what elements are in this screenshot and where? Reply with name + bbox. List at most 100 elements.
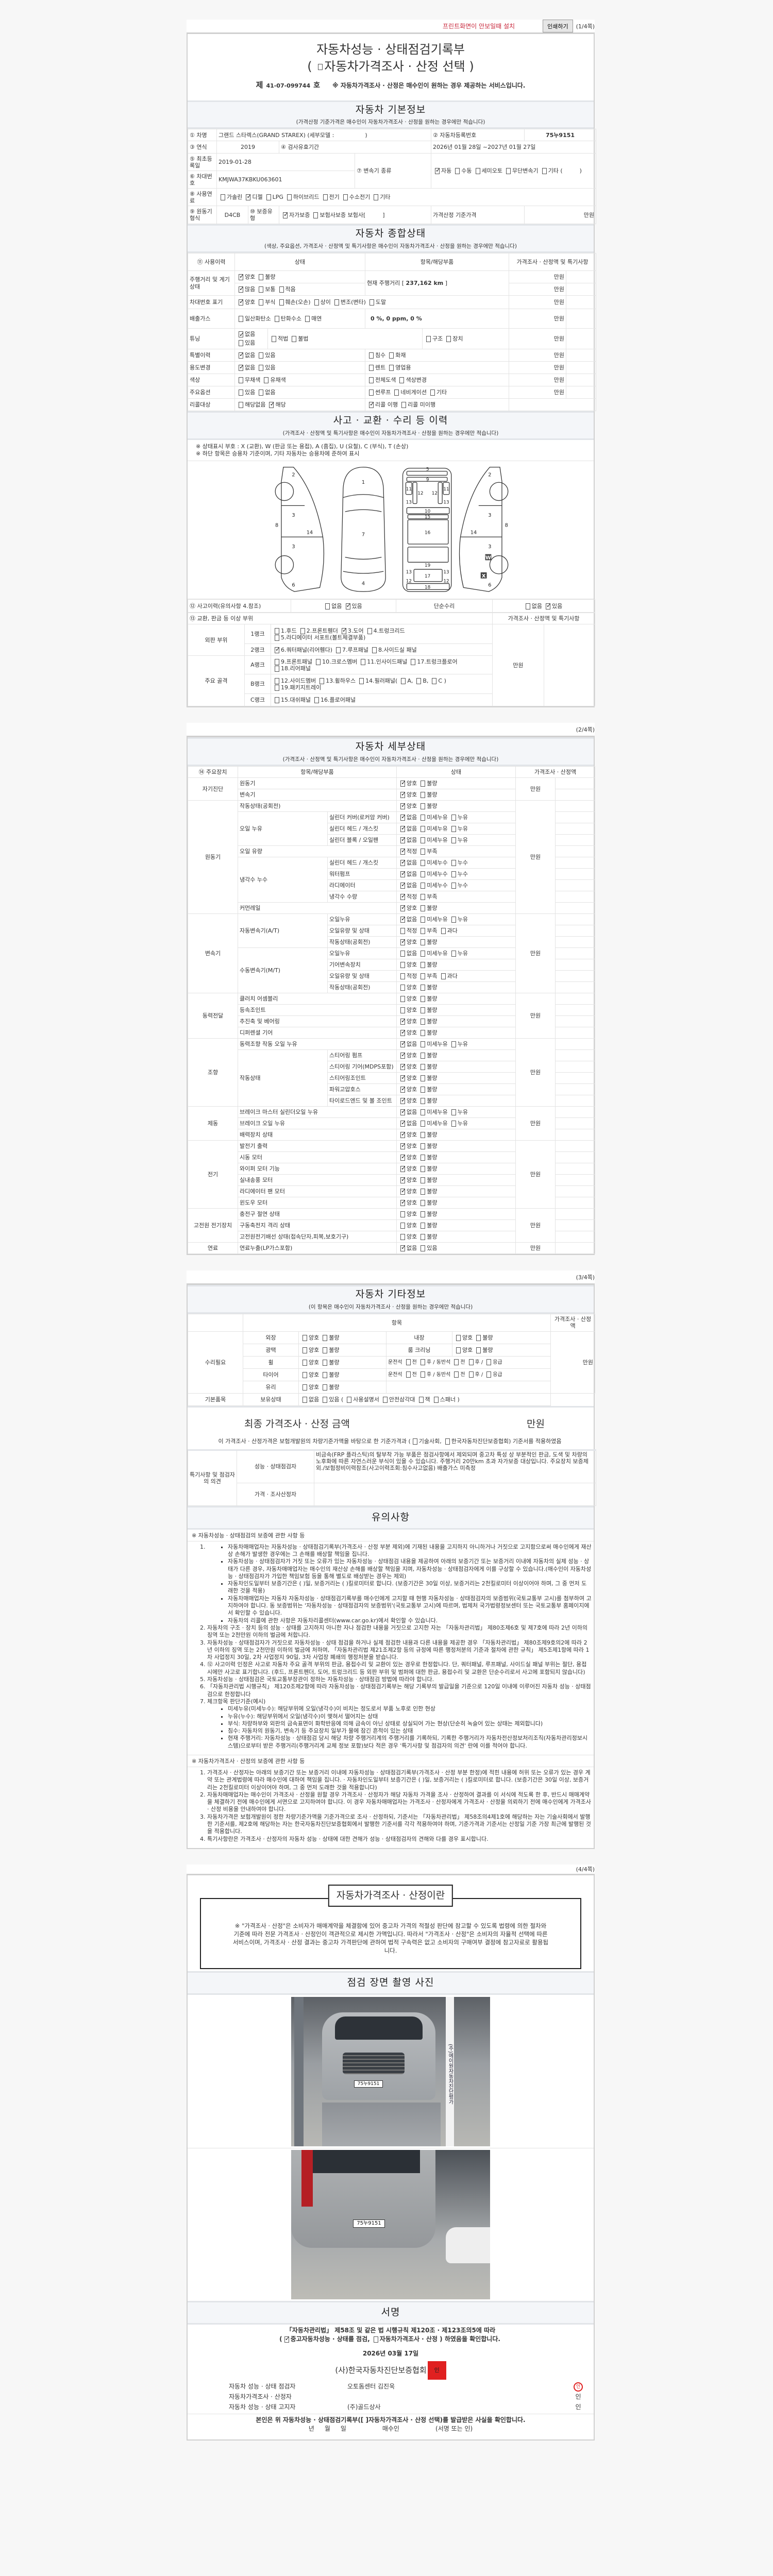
checkbox[interactable] <box>323 1334 328 1341</box>
checkbox[interactable] <box>451 837 456 844</box>
checkbox[interactable] <box>303 1359 307 1366</box>
checkbox[interactable] <box>323 1359 328 1366</box>
checkbox[interactable] <box>421 1064 426 1071</box>
appraisal-select-checkbox[interactable] <box>318 63 323 70</box>
checkbox[interactable] <box>421 1132 426 1139</box>
checkbox[interactable] <box>451 826 456 833</box>
checkbox[interactable] <box>400 1198 406 1207</box>
checkbox[interactable] <box>451 871 456 878</box>
checkbox[interactable] <box>400 779 406 787</box>
checkbox[interactable] <box>400 1244 406 1252</box>
checkbox[interactable] <box>421 1121 426 1127</box>
checkbox[interactable] <box>373 2336 378 2343</box>
checkbox[interactable] <box>389 352 394 359</box>
checkbox[interactable] <box>400 847 406 855</box>
checkbox[interactable] <box>421 1041 426 1048</box>
checkbox[interactable] <box>411 658 416 665</box>
checkbox[interactable] <box>323 1347 328 1353</box>
checkbox[interactable] <box>435 166 441 175</box>
checkbox[interactable] <box>421 849 426 855</box>
checkbox[interactable] <box>239 298 244 306</box>
checkbox[interactable] <box>400 996 405 1003</box>
checkbox[interactable] <box>292 336 297 342</box>
checkbox[interactable] <box>525 603 530 609</box>
checkbox[interactable] <box>259 352 264 359</box>
checkbox[interactable] <box>303 1396 307 1403</box>
checkbox[interactable] <box>400 1096 406 1105</box>
checkbox[interactable] <box>279 286 284 293</box>
checkbox[interactable] <box>486 1359 492 1365</box>
checkbox[interactable] <box>239 340 243 346</box>
checkbox[interactable] <box>239 389 243 396</box>
checkbox[interactable] <box>455 168 460 175</box>
checkbox[interactable] <box>400 1074 406 1082</box>
checkbox[interactable] <box>239 402 243 408</box>
checkbox[interactable] <box>451 860 456 867</box>
checkbox[interactable] <box>400 915 406 923</box>
checkbox[interactable] <box>445 1438 450 1445</box>
checkbox[interactable] <box>400 1051 406 1059</box>
checkbox[interactable] <box>486 1371 492 1378</box>
checkbox[interactable] <box>421 1223 426 1229</box>
checkbox[interactable] <box>283 211 289 218</box>
checkbox[interactable] <box>400 1142 406 1150</box>
checkbox[interactable] <box>421 1075 426 1082</box>
checkbox[interactable] <box>325 603 330 609</box>
checkbox[interactable] <box>347 1396 352 1403</box>
checkbox[interactable] <box>279 299 284 306</box>
checkbox[interactable] <box>314 299 319 306</box>
checkbox[interactable] <box>320 677 325 684</box>
checkbox[interactable] <box>369 389 374 396</box>
checkbox[interactable] <box>430 389 435 396</box>
checkbox[interactable] <box>343 194 348 201</box>
checkbox[interactable] <box>421 803 426 810</box>
checkbox[interactable] <box>446 336 451 342</box>
checkbox[interactable] <box>239 316 243 322</box>
checkbox[interactable] <box>421 1109 426 1116</box>
checkbox[interactable] <box>400 1119 406 1127</box>
checkbox[interactable] <box>476 1334 481 1341</box>
checkbox[interactable] <box>475 168 480 175</box>
checkbox[interactable] <box>441 973 446 980</box>
checkbox[interactable] <box>454 1371 459 1378</box>
checkbox[interactable] <box>421 1143 426 1150</box>
checkbox[interactable] <box>259 389 264 396</box>
checkbox[interactable] <box>421 837 426 844</box>
checkbox[interactable] <box>421 1007 426 1014</box>
checkbox[interactable] <box>382 1396 388 1403</box>
checkbox[interactable] <box>369 377 374 383</box>
checkbox[interactable] <box>400 836 406 844</box>
checkbox[interactable] <box>239 273 244 280</box>
checkbox[interactable] <box>400 813 406 821</box>
install-notice-link[interactable]: 프린트화면이 안보일때 설치 <box>442 23 515 30</box>
checkbox[interactable] <box>400 1153 406 1161</box>
checkbox[interactable] <box>420 1371 425 1378</box>
checkbox[interactable] <box>456 1347 461 1353</box>
checkbox[interactable] <box>468 1359 474 1365</box>
checkbox[interactable] <box>456 1334 461 1341</box>
checkbox[interactable] <box>400 870 406 878</box>
checkbox[interactable] <box>400 1234 405 1241</box>
checkbox[interactable] <box>400 1040 406 1048</box>
checkbox[interactable] <box>336 647 341 653</box>
checkbox[interactable] <box>239 330 244 339</box>
checkbox[interactable] <box>421 939 426 946</box>
checkbox[interactable] <box>400 892 406 901</box>
checkbox[interactable] <box>400 1108 406 1116</box>
checkbox[interactable] <box>400 951 405 957</box>
checkbox[interactable] <box>506 168 511 175</box>
checkbox[interactable] <box>546 602 551 609</box>
checkbox[interactable] <box>451 1121 456 1127</box>
checkbox[interactable] <box>421 1245 426 1252</box>
checkbox[interactable] <box>476 1347 481 1353</box>
checkbox[interactable] <box>266 194 271 201</box>
checkbox[interactable] <box>300 628 305 634</box>
checkbox[interactable] <box>468 1371 474 1378</box>
checkbox[interactable] <box>421 1098 426 1105</box>
checkbox[interactable] <box>246 193 251 201</box>
checkbox[interactable] <box>400 802 406 810</box>
checkbox[interactable] <box>401 677 406 684</box>
checkbox[interactable] <box>221 194 225 201</box>
checkbox[interactable] <box>421 928 426 935</box>
checkbox[interactable] <box>389 365 394 371</box>
